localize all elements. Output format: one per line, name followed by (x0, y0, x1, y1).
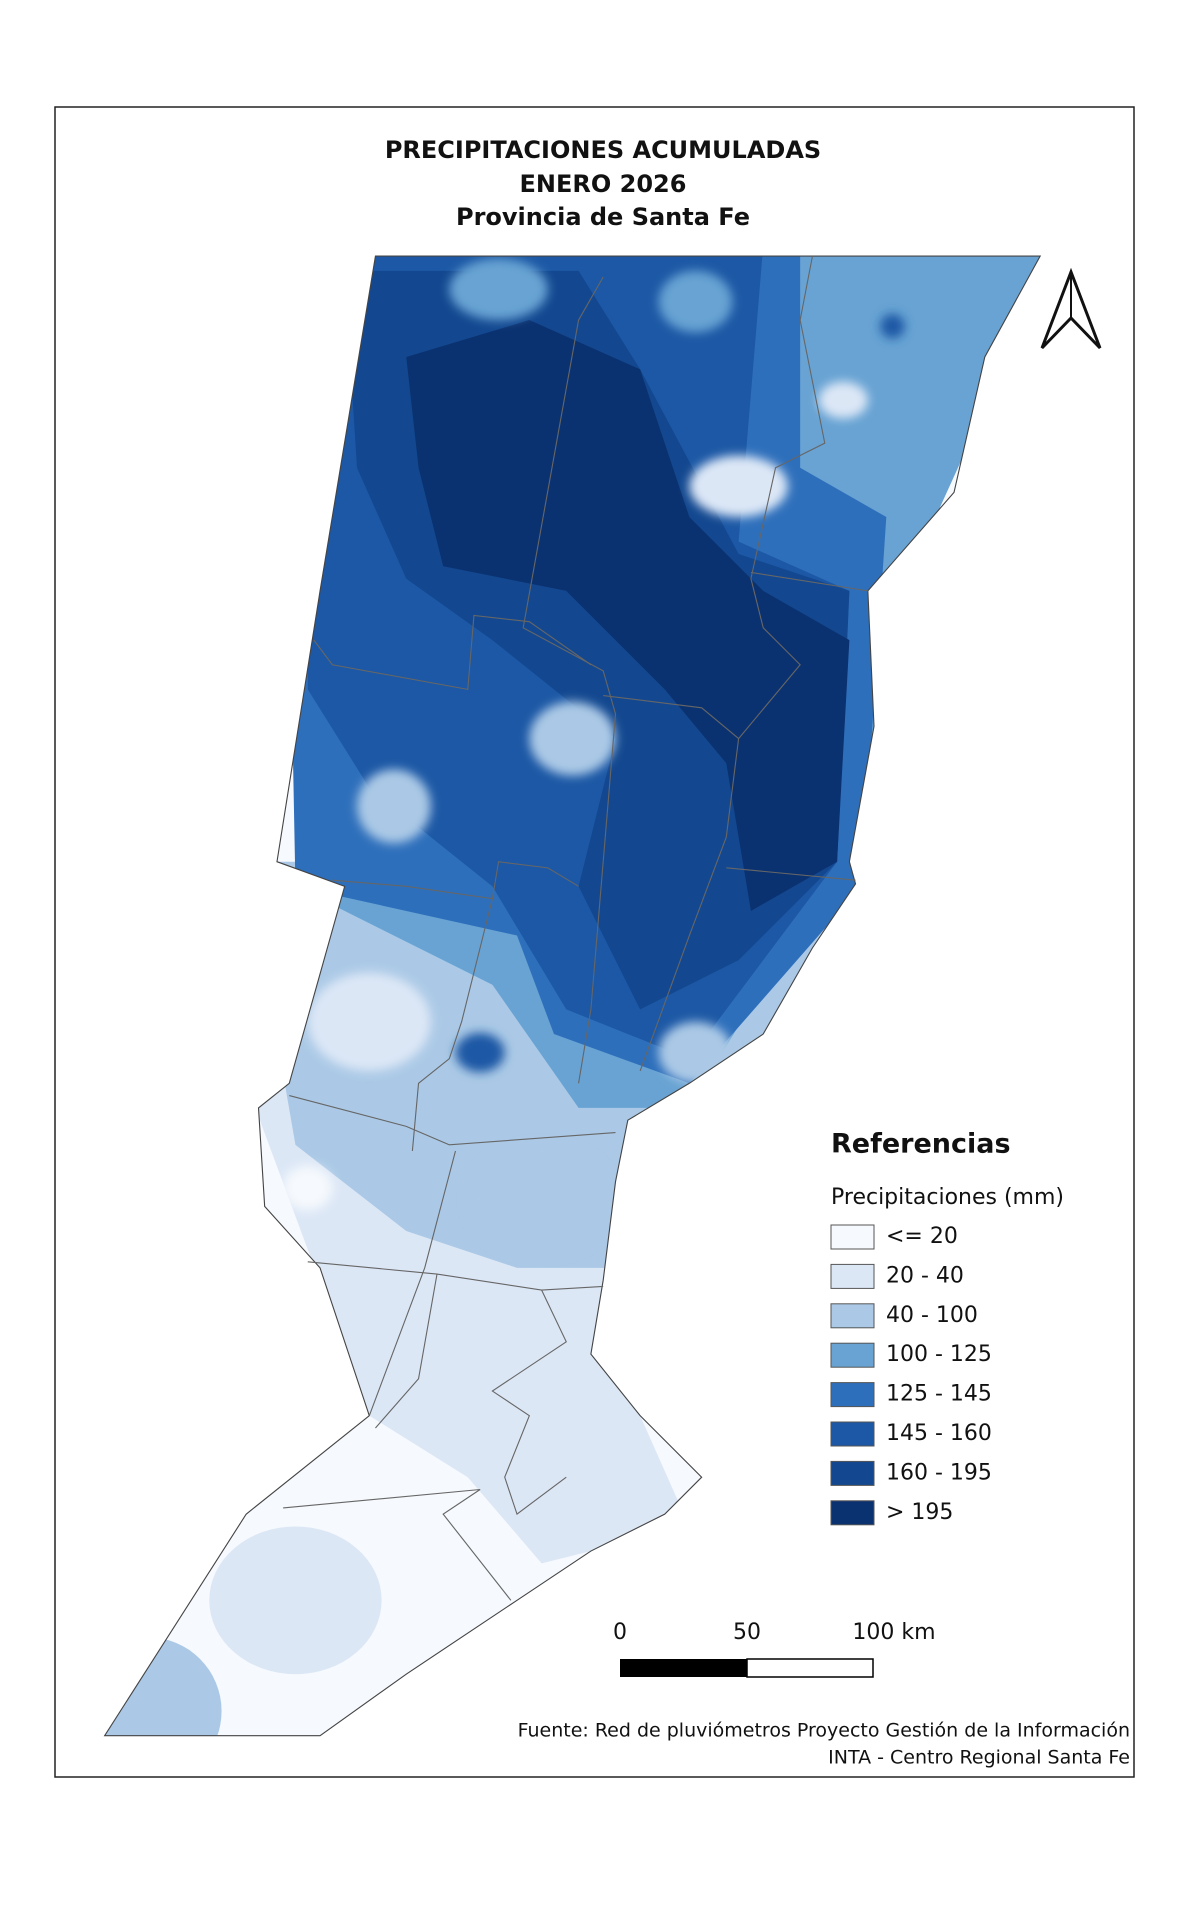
legend-label: 40 - 100 (886, 1303, 978, 1328)
legend-label: 20 - 40 (886, 1263, 964, 1288)
legend-swatch (830, 1224, 875, 1250)
legend-title: Referencias (831, 1129, 1011, 1160)
legend-label: 160 - 195 (886, 1460, 992, 1485)
legend-label: 125 - 145 (886, 1382, 992, 1407)
legend-swatch (830, 1263, 875, 1289)
title: Provincia de Santa Fe (456, 203, 750, 231)
legend-swatch (830, 1303, 875, 1329)
legend: <= 20 20 - 40 40 - 100 100 - 125 125 - 145 14… (830, 1224, 992, 1526)
legend-swatch (830, 1460, 875, 1486)
legend-label: > 195 (886, 1500, 953, 1525)
scale-label: 0 (613, 1620, 627, 1645)
scale-label: 50 (733, 1620, 761, 1645)
legend-label: 145 - 160 (886, 1421, 992, 1446)
source: INTA - Centro Regional Santa Fe (828, 1747, 1130, 1769)
scale-label: 100 km (852, 1620, 935, 1645)
legend-swatch (830, 1421, 875, 1447)
title: ENERO 2026 (520, 170, 687, 198)
legend-label: <= 20 (886, 1224, 958, 1249)
department-boundaries (103, 255, 1042, 1737)
scale-bar: 0 50 100 km (613, 1620, 936, 1678)
source: Fuente: Red de pluviómetros Proyecto Ges… (518, 1720, 1130, 1742)
legend-swatch (830, 1382, 875, 1408)
legend-subtitle: Precipitaciones (mm) (831, 1185, 1064, 1210)
title: PRECIPITACIONES ACUMULADAS (385, 136, 821, 164)
north-arrow (1040, 267, 1102, 350)
legend-swatch (830, 1500, 875, 1526)
legend-swatch (830, 1342, 875, 1368)
legend-label: 100 - 125 (886, 1342, 992, 1367)
